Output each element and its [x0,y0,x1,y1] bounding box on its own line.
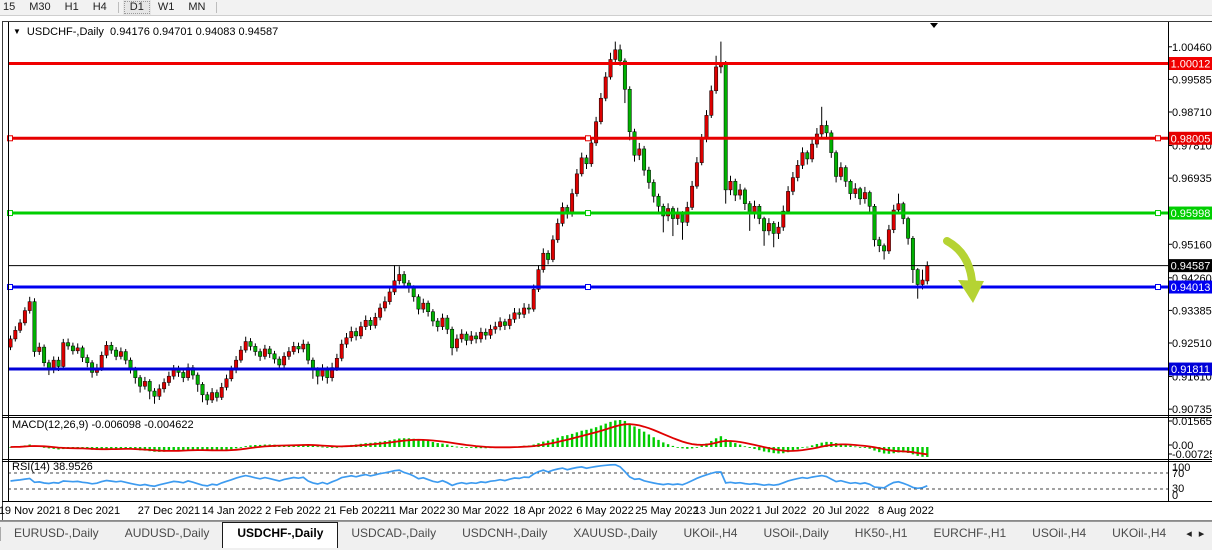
svg-text:27 Dec 2021: 27 Dec 2021 [138,505,200,517]
candles-layer [8,41,930,405]
svg-text:1.00012: 1.00012 [1171,59,1211,71]
svg-text:0.93385: 0.93385 [1172,305,1212,317]
price-badge-1.00012 [1169,57,1212,70]
svg-text:18 Apr 2022: 18 Apr 2022 [513,505,572,517]
macd-indicator-label: MACD(12,26,9) -0.006098 -0.004622 [12,419,194,431]
chart-tab-eurchf-h1[interactable]: EURCHF-,H1 [933,526,1007,540]
current-bar-marker-icon [930,23,938,28]
chart-tab-usoil-daily[interactable]: USOil-,Daily [763,526,829,540]
panel-borders [0,21,1212,521]
chart-tab-usdcad-daily[interactable]: USDCAD-,Daily [351,526,437,540]
timeframe-button-m30[interactable]: M30 [29,1,51,13]
rsi-value: 38.9526 [52,461,93,473]
ohlc-values: 0.94176 0.94701 0.94083 0.94587 [110,26,279,38]
chart-title: ▼ USDCHF-,Daily 0.94176 0.94701 0.94083 0… [13,26,278,38]
chart-tab-usdcnh-daily[interactable]: USDCNH-,Daily [462,526,548,540]
svg-text:0.90735: 0.90735 [1172,404,1212,416]
hline-handle [7,135,13,142]
svg-text:30: 30 [1172,483,1184,495]
svg-text:1.00460: 1.00460 [1172,42,1212,54]
svg-text:19 Nov 2021: 19 Nov 2021 [0,505,61,517]
svg-text:0: 0 [1172,490,1178,502]
svg-text:0.94587: 0.94587 [1171,261,1211,273]
timeframe-toolbar: 15 M30 H1 H4 D1 W1 MN [0,0,1212,16]
svg-text:0.91811: 0.91811 [1171,364,1210,376]
macd-plot [9,420,929,457]
hline-handle [7,284,13,291]
price-badge-0.94587 [1169,259,1212,273]
timeframe-button-15[interactable]: 15 [3,1,16,13]
svg-text:0.92510: 0.92510 [1172,338,1212,350]
svg-text:-0.007259: -0.007259 [1172,449,1212,461]
timeframe-button-d1[interactable]: D1 [122,0,151,15]
chart-tab-usoil-h4[interactable]: USOil-,H4 [1032,526,1087,540]
rsi-plot [8,463,1168,490]
price-badge-0.91811 [1169,362,1212,376]
chart-tab-bar: EURUSD-,Daily AUDUSD-,Daily USDCHF-,Daily U… [0,521,1212,550]
price-axis[interactable]: 1.004600.995850.987100.978100.969350.951… [1168,42,1212,416]
chart-tab-hk50-h1[interactable]: HK50-,H1 [854,526,908,540]
price-badge-0.94013 [1169,280,1212,294]
hline-handle [1155,135,1161,142]
hline-0.95998[interactable] [7,210,1169,217]
hline-0.98005[interactable] [7,135,1169,142]
svg-text:11 Mar 2022: 11 Mar 2022 [385,505,446,517]
svg-text:1 Jul 2022: 1 Jul 2022 [756,505,807,517]
svg-text:0.015654: 0.015654 [1172,416,1212,428]
chart-tab-ukoil-h4[interactable]: UKOil-,H4 [683,526,738,540]
macd-values: -0.006098 -0.004622 [91,419,194,431]
svg-text:21 Feb 2022: 21 Feb 2022 [324,505,386,517]
svg-text:100: 100 [1172,462,1190,474]
svg-text:0.98710: 0.98710 [1172,107,1212,119]
toolbar-separator [117,2,119,13]
rsi-indicator-label: RSI(14) 38.9526 [12,461,93,473]
chart-tab-audusd-daily[interactable]: AUDUSD-,Daily [124,526,210,540]
svg-text:0.95998: 0.95998 [1171,208,1211,220]
hline-handle [585,210,591,217]
svg-text:8 Dec 2021: 8 Dec 2021 [64,505,120,517]
svg-text:0.00: 0.00 [1172,440,1193,452]
symbol-period-label: USDCHF-,Daily [26,26,104,38]
svg-text:13 Jun 2022: 13 Jun 2022 [694,505,755,517]
svg-text:0.98005: 0.98005 [1171,133,1211,145]
toolbar-separator [216,2,218,13]
svg-text:30 Mar 2022: 30 Mar 2022 [447,505,509,517]
chart-tab-xauusd-daily[interactable]: XAUUSD-,Daily [573,526,658,540]
timeframe-button-h4[interactable]: H4 [92,1,107,13]
hline-handle [7,210,13,217]
hline-handle [585,135,591,142]
chart-menu-dropdown-icon[interactable]: ▼ [13,27,21,36]
timeframe-button-w1[interactable]: W1 [157,1,175,13]
down-arrow-annotation[interactable] [943,237,984,303]
macd-axis[interactable]: 0.015654 0.00-0.007259 [1168,416,1212,461]
price-badge-0.98005 [1169,131,1212,145]
svg-text:25 May 2022: 25 May 2022 [635,505,699,517]
svg-text:0.95160: 0.95160 [1172,239,1212,251]
tabs-scroll-left-icon[interactable]: ◂ [1186,528,1192,540]
timeframe-button-mn[interactable]: MN [188,1,206,13]
tabbar-edge [0,527,1,541]
chart-tab-ukoil-h4[interactable]: UKOil-,H4 [1112,526,1167,540]
svg-text:6 May 2022: 6 May 2022 [576,505,633,517]
hline-handle [1155,284,1161,291]
price-badge-0.95998 [1169,206,1212,220]
svg-text:20 Jul 2022: 20 Jul 2022 [813,505,870,517]
tabs-scroll-right-icon[interactable]: ▸ [1198,528,1205,540]
time-axis[interactable]: 19 Nov 2021 8 Dec 2021 27 Dec 2021 14 Jan 2… [0,505,934,517]
svg-text:0.96935: 0.96935 [1172,173,1212,185]
chart-tab-eurusd-daily[interactable]: EURUSD-,Daily [14,526,99,540]
svg-text:70: 70 [1172,468,1184,480]
svg-text:2 Feb 2022: 2 Feb 2022 [265,505,321,517]
svg-text:8 Aug 2022: 8 Aug 2022 [878,505,934,517]
timeframe-button-h1[interactable]: H1 [64,1,79,13]
svg-text:0.94013: 0.94013 [1171,282,1211,294]
svg-text:14 Jan 2022: 14 Jan 2022 [202,505,263,517]
svg-text:0.99585: 0.99585 [1172,74,1212,86]
hline-handle [585,284,591,291]
chart-tab-usdchf-daily[interactable]: USDCHF-,Daily [222,522,339,548]
hline-handle [1155,210,1161,217]
